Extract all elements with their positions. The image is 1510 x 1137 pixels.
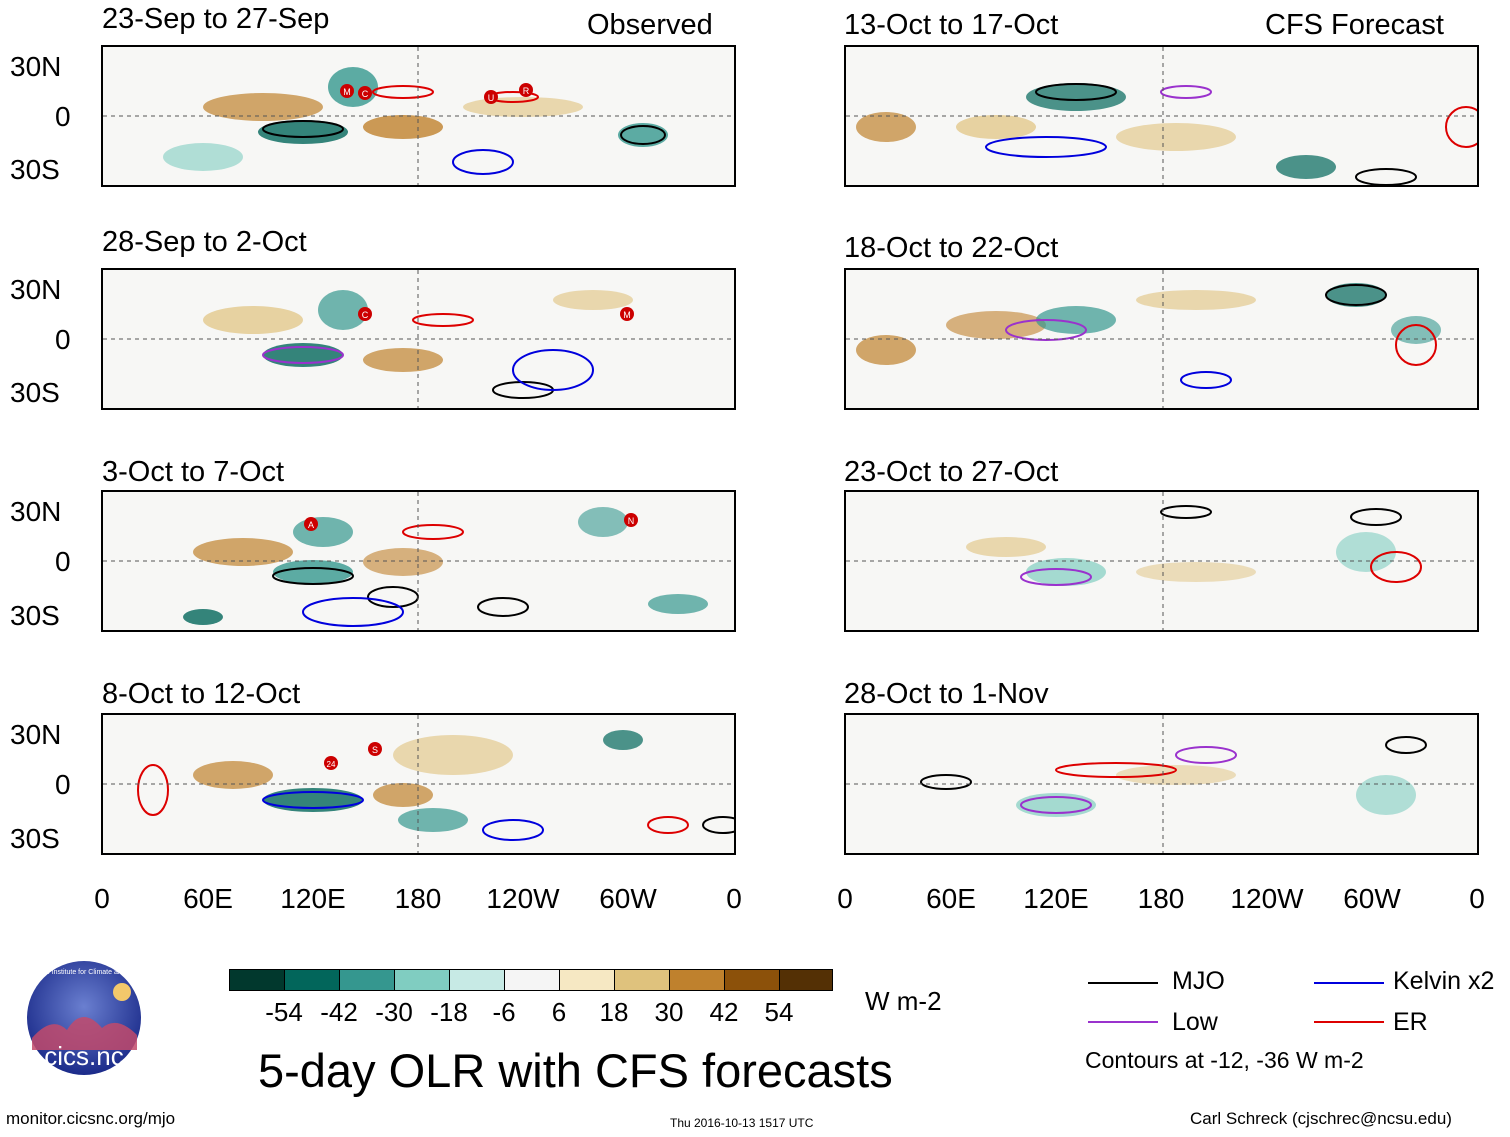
lon-label: 180 — [1137, 883, 1185, 914]
colorbar-tick: -54 — [265, 997, 303, 1027]
legend-line-er — [1314, 1021, 1384, 1023]
panel-title-obs-4: 8-Oct to 12-Oct — [102, 678, 301, 710]
panel-title-fcst-4: 28-Oct to 1-Nov — [844, 678, 1049, 710]
logo-text: cics.nc — [44, 1041, 123, 1071]
colorbar-swatch — [394, 969, 450, 991]
footer-timestamp: Thu 2016-10-13 1517 UTC — [670, 1116, 814, 1130]
forecast-column-label: CFS Forecast — [1265, 9, 1444, 41]
legend-label-mjo: MJO — [1172, 967, 1225, 995]
colorbar-units: W m-2 — [865, 986, 942, 1016]
footer-url[interactable]: monitor.cicsnc.org/mjo — [6, 1109, 176, 1128]
map-panel-fcst-4 — [844, 713, 1479, 855]
lon-label: 120W — [1230, 883, 1304, 914]
colorbar-tick: -18 — [430, 997, 468, 1027]
lon-label: 180 — [394, 883, 442, 914]
storm-label: C — [362, 310, 369, 320]
colorbar-tick: 18 — [599, 997, 629, 1027]
lon-label: 0 — [1469, 883, 1485, 914]
lon-label: 0 — [726, 883, 742, 914]
storm-label: R — [523, 86, 530, 96]
observed-column-label: Observed — [587, 9, 713, 41]
storm-label: N — [628, 516, 635, 526]
lon-label: 0 — [94, 883, 110, 914]
lat-label-30n: 30N — [10, 719, 62, 750]
lat-label-30s: 30S — [10, 154, 60, 185]
colorbar-swatch — [779, 969, 833, 991]
lon-label: 0 — [837, 883, 853, 914]
legend-label-kelvin: Kelvin x2 — [1393, 967, 1495, 995]
lat-label-0: 0 — [55, 101, 71, 132]
map-panel-fcst-2 — [844, 268, 1479, 410]
legend-label-low: Low — [1172, 1008, 1218, 1036]
legend-line-mjo — [1088, 982, 1158, 984]
map-panel-obs-2: C M — [101, 268, 736, 410]
map-panel-obs-1: M C U R — [101, 45, 736, 187]
map-panel-obs-3: A N — [101, 490, 736, 632]
lon-label: 120E — [1023, 883, 1089, 914]
colorbar-swatch — [504, 969, 560, 991]
lon-label: 60E — [926, 883, 976, 914]
colorbar-tick: 30 — [654, 997, 684, 1027]
lat-label-30n: 30N — [10, 496, 62, 527]
colorbar-tick: -42 — [320, 997, 358, 1027]
lat-label-0: 0 — [55, 769, 71, 800]
contours-note: Contours at -12, -36 W m-2 — [1085, 1047, 1364, 1073]
panel-title-fcst-3: 23-Oct to 27-Oct — [844, 456, 1059, 488]
logo-ring-text: Cooperative Institute for Climate and Sa… — [12, 969, 156, 976]
main-title: 5-day OLR with CFS forecasts — [258, 1044, 893, 1097]
lon-label: 60E — [183, 883, 233, 914]
lon-label: 60W — [1343, 883, 1401, 914]
colorbar-swatch — [669, 969, 725, 991]
map-panel-obs-4: 24 S — [101, 713, 736, 855]
footer-author: Carl Schreck (cjschrec@ncsu.edu) — [1190, 1109, 1452, 1128]
lon-label: 120E — [280, 883, 346, 914]
panel-title-obs-3: 3-Oct to 7-Oct — [102, 456, 285, 488]
lon-label: 60W — [599, 883, 657, 914]
storm-label: M — [623, 310, 631, 320]
panel-title-fcst-2: 18-Oct to 22-Oct — [844, 232, 1059, 264]
storm-label: C — [362, 89, 369, 99]
colorbar-swatch — [284, 969, 340, 991]
panel-title-obs-2: 28-Sep to 2-Oct — [102, 226, 307, 258]
storm-label: 24 — [327, 760, 336, 769]
colorbar-tick: 54 — [764, 997, 794, 1027]
panel-title-obs-1: 23-Sep to 27-Sep — [102, 3, 330, 35]
colorbar-swatch — [614, 969, 670, 991]
lat-label-0: 0 — [55, 324, 71, 355]
colorbar-tick: -6 — [492, 997, 516, 1027]
legend-line-kelvin — [1314, 982, 1384, 984]
panel-title-fcst-1: 13-Oct to 17-Oct — [844, 9, 1059, 41]
lat-label-30s: 30S — [10, 600, 60, 631]
lat-label-30s: 30S — [10, 823, 60, 854]
map-panel-fcst-3 — [844, 490, 1479, 632]
storm-label: M — [343, 87, 351, 97]
lon-label: 120W — [486, 883, 560, 914]
storm-label: S — [372, 745, 378, 755]
colorbar-swatch — [229, 969, 285, 991]
lat-label-30n: 30N — [10, 274, 62, 305]
cics-nc-logo: cics.nc Cooperative Institute for Climat… — [12, 960, 157, 1080]
legend-label-er: ER — [1393, 1008, 1428, 1036]
storm-label: U — [488, 93, 495, 103]
colorbar-swatch — [724, 969, 780, 991]
colorbar-swatch — [449, 969, 505, 991]
map-panel-fcst-1 — [844, 45, 1479, 187]
legend-line-low — [1088, 1021, 1158, 1023]
colorbar-tick: -30 — [375, 997, 413, 1027]
colorbar-tick: 42 — [709, 997, 739, 1027]
colorbar-swatch — [339, 969, 395, 991]
colorbar — [229, 969, 833, 991]
storm-label: A — [308, 520, 314, 530]
colorbar-swatch — [559, 969, 615, 991]
lat-label-30n: 30N — [10, 51, 62, 82]
lat-label-30s: 30S — [10, 377, 60, 408]
colorbar-tick: 6 — [551, 997, 567, 1027]
lat-label-0: 0 — [55, 546, 71, 577]
